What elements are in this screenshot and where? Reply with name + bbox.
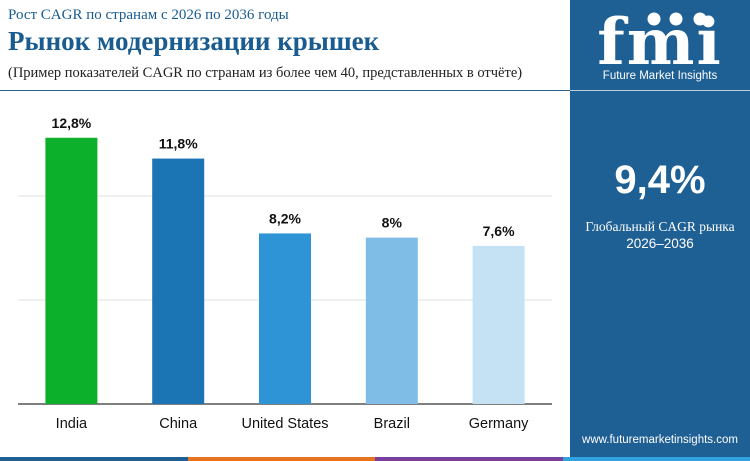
logo-globe-icon: [647, 12, 661, 26]
category-label-brazil: Brazil: [374, 416, 410, 432]
chart-subtitle: Рост CAGR по странам с 2026 по 2036 годы: [8, 7, 289, 23]
data-label-brazil: 8%: [382, 215, 403, 231]
data-label-india: 12,8%: [52, 115, 92, 131]
category-label-india: India: [56, 416, 88, 432]
bar-germany: [472, 245, 525, 404]
logo-globe-icon-2: [669, 12, 683, 26]
category-label-china: China: [159, 416, 198, 432]
data-label-china: 11,8%: [159, 136, 198, 152]
strip-segment-4: [562, 457, 750, 461]
chart-header: Рост CAGR по странам с 2026 по 2036 годы…: [0, 0, 570, 92]
category-label-united-states: United States: [241, 416, 328, 432]
chart-title: Рынок модернизации крышек: [8, 26, 380, 56]
global-cagr-value: 9,4%: [614, 158, 706, 202]
header-divider: [0, 90, 570, 91]
global-cagr-label: Глобальный CAGR рынка: [585, 219, 735, 234]
global-cagr-period: 2026–2036: [626, 236, 694, 251]
logo-globe-icon-3: [693, 12, 707, 26]
data-label-united-states: 8,2%: [269, 210, 301, 226]
sidebar-divider: [570, 90, 750, 91]
bottom-color-strip: [0, 457, 750, 461]
data-label-germany: 7,6%: [483, 223, 515, 239]
bar-united-states: [259, 233, 311, 404]
strip-segment-2: [187, 457, 375, 461]
bar-chart: 12,8% India 11,8% China 8,2% United States 8% B…: [18, 115, 552, 432]
strip-segment-1: [0, 457, 188, 461]
bar-india: [45, 137, 98, 404]
sidebar-panel: fmi Future Market Insights 9,4% Глобальн…: [570, 0, 750, 461]
website-link[interactable]: www.futuremarketinsights.com: [582, 434, 738, 446]
chart-note: (Пример показателей CAGR по странам из б…: [8, 65, 523, 81]
strip-segment-3: [375, 457, 563, 461]
brand-name: Future Market Insights: [602, 70, 718, 82]
category-label-germany: Germany: [469, 416, 529, 432]
bar-china: [152, 158, 205, 404]
bar-brazil: [365, 237, 418, 404]
fmi-logo: fmi: [597, 6, 721, 72]
